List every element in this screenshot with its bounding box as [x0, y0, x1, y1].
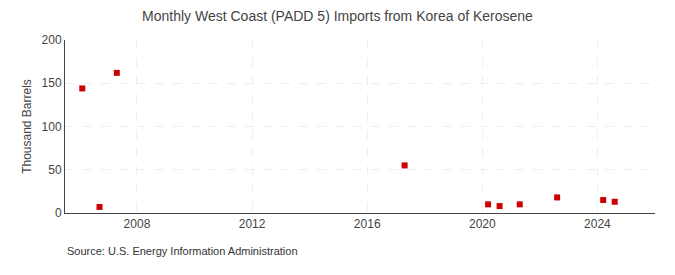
- svg-text:2008: 2008: [124, 217, 151, 231]
- svg-text:2016: 2016: [354, 217, 381, 231]
- svg-text:2020: 2020: [469, 217, 496, 231]
- svg-text:200: 200: [42, 33, 62, 47]
- svg-text:100: 100: [42, 120, 62, 134]
- svg-text:Thousand Barrels: Thousand Barrels: [20, 79, 34, 174]
- svg-text:Monthly West Coast (PADD 5) Im: Monthly West Coast (PADD 5) Imports from…: [142, 8, 533, 24]
- svg-text:2024: 2024: [584, 217, 611, 231]
- svg-text:150: 150: [42, 76, 62, 90]
- svg-text:50: 50: [48, 163, 62, 177]
- svg-text:2012: 2012: [239, 217, 266, 231]
- svg-text:0: 0: [55, 206, 62, 220]
- svg-text:Source: U.S. Energy Informatio: Source: U.S. Energy Information Administ…: [67, 245, 298, 257]
